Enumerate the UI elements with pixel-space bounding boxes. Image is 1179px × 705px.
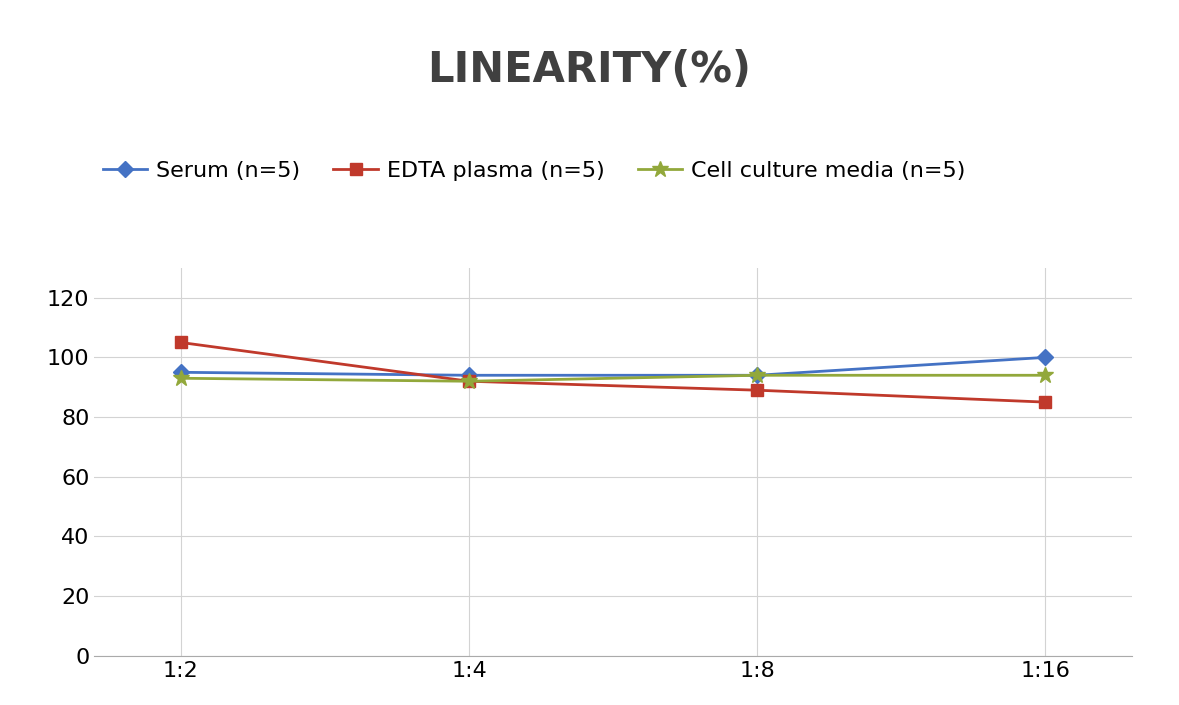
Cell culture media (n=5) (750, 371, 764, 379)
Serum (n=5) (1039, 353, 1053, 362)
Line: Cell culture media (n=5): Cell culture media (n=5) (172, 367, 1054, 390)
Legend: Serum (n=5), EDTA plasma (n=5), Cell culture media (n=5): Serum (n=5), EDTA plasma (n=5), Cell cul… (93, 152, 974, 190)
Cell culture media (n=5) (173, 374, 187, 383)
EDTA plasma (n=5) (750, 386, 764, 394)
Cell culture media (n=5) (462, 377, 476, 386)
Text: LINEARITY(%): LINEARITY(%) (428, 49, 751, 92)
EDTA plasma (n=5) (173, 338, 187, 347)
Serum (n=5) (173, 368, 187, 376)
EDTA plasma (n=5) (462, 377, 476, 386)
Cell culture media (n=5) (1039, 371, 1053, 379)
Line: Serum (n=5): Serum (n=5) (176, 352, 1050, 381)
Serum (n=5) (750, 371, 764, 379)
Serum (n=5) (462, 371, 476, 379)
EDTA plasma (n=5) (1039, 398, 1053, 406)
Line: EDTA plasma (n=5): EDTA plasma (n=5) (176, 337, 1050, 407)
